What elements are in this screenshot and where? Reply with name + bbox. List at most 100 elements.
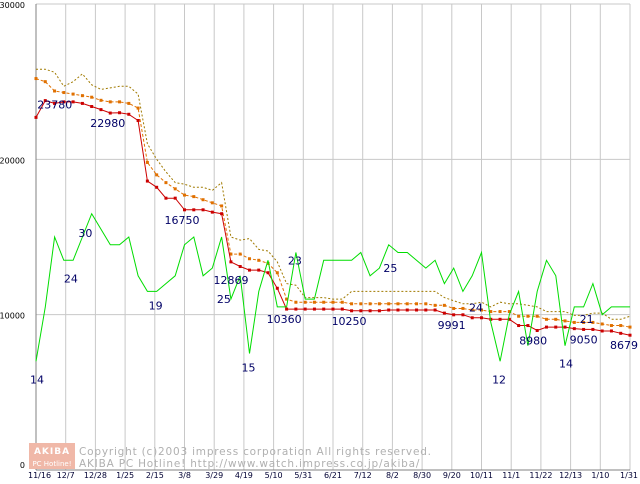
- min-price-point: [294, 307, 298, 311]
- data-label: 12869: [213, 274, 248, 287]
- average-price-point: [71, 92, 75, 96]
- data-label: 9050: [570, 333, 598, 346]
- average-price-point: [90, 95, 94, 99]
- average-price-point: [164, 181, 168, 185]
- average-price-point: [220, 204, 224, 208]
- data-label: 21: [580, 313, 594, 326]
- average-price-point: [442, 303, 446, 307]
- x-tick-label: 4/19: [235, 471, 253, 480]
- data-label: 23: [288, 255, 302, 268]
- min-price-point: [62, 100, 66, 104]
- akiba-badge-logo: AKIBA PC Hotline!: [29, 443, 75, 469]
- min-price-point: [312, 307, 316, 311]
- min-price-point: [619, 331, 623, 335]
- min-price-point: [266, 271, 270, 275]
- average-price-point: [53, 89, 57, 93]
- average-price-point: [535, 314, 539, 318]
- data-labels: 23780 22980 16750 12869 10360 10250 9991 8980 90…: [30, 99, 638, 387]
- average-price-point: [322, 300, 326, 304]
- average-price-point: [80, 94, 84, 98]
- min-price-point: [192, 208, 196, 212]
- min-price-point: [285, 307, 289, 311]
- data-label: 15: [241, 362, 255, 375]
- min-price-point: [53, 101, 57, 105]
- x-tick-label: 12/7: [57, 471, 75, 480]
- data-label: 24: [469, 301, 483, 314]
- min-price-point: [71, 100, 75, 104]
- min-price-point: [247, 268, 251, 272]
- min-price-point: [368, 309, 372, 313]
- min-price-point: [526, 324, 530, 328]
- average-price-point: [350, 302, 354, 306]
- x-tick-label: 3/29: [205, 471, 223, 480]
- average-price-point: [34, 77, 38, 81]
- min-price-point: [461, 313, 465, 317]
- data-label: 10250: [332, 315, 367, 328]
- average-price-point: [582, 320, 586, 324]
- min-price-point: [377, 309, 381, 313]
- min-price-point: [136, 119, 140, 122]
- min-price-point: [340, 307, 344, 311]
- x-tick-label: 8/2: [386, 471, 399, 480]
- y-axis-ticks: 0 10000 20000 30000: [0, 1, 25, 470]
- min-price-point: [229, 260, 233, 264]
- average-price-point: [452, 306, 456, 310]
- x-tick-label: 5/10: [265, 471, 283, 480]
- min-price-point: [331, 307, 335, 311]
- average-price-point: [480, 308, 483, 312]
- average-price-point: [544, 317, 548, 321]
- average-price-point: [229, 252, 233, 256]
- average-price-point: [563, 319, 567, 323]
- min-price-point: [183, 208, 186, 212]
- y-tick-label: 20000: [0, 156, 25, 165]
- min-price-point: [563, 325, 567, 329]
- min-price-point: [34, 115, 38, 119]
- min-price-point: [433, 308, 437, 312]
- average-price-point: [238, 252, 242, 256]
- average-price-point: [247, 257, 251, 261]
- data-label: 23780: [37, 99, 72, 112]
- average-price-point: [183, 193, 186, 197]
- data-label: 14: [559, 358, 573, 371]
- min-price-point: [609, 329, 613, 333]
- average-price-point: [405, 302, 409, 306]
- y-tick-label: 10000: [0, 312, 25, 321]
- average-price-point: [173, 187, 177, 191]
- average-price-point: [99, 98, 103, 102]
- x-tick-label: 6/21: [324, 471, 342, 480]
- average-price-point: [619, 324, 623, 328]
- average-price-point: [108, 100, 112, 104]
- min-price-point: [507, 317, 511, 321]
- min-price-point: [554, 325, 558, 329]
- average-price-point: [470, 308, 474, 312]
- average-price-point: [498, 310, 502, 314]
- min-price-point: [480, 316, 483, 320]
- x-tick-label: 5/31: [294, 471, 312, 480]
- x-tick-label: 1/10: [591, 471, 609, 480]
- min-price-point: [238, 265, 242, 269]
- min-price-point: [145, 179, 149, 183]
- average-price-point: [600, 322, 604, 326]
- average-price-point: [210, 201, 214, 205]
- x-tick-label: 3/8: [178, 471, 191, 480]
- x-tick-label: 2/15: [146, 471, 164, 480]
- min-price-point: [118, 111, 122, 115]
- data-label: 16750: [165, 214, 200, 227]
- min-price-point: [498, 317, 502, 321]
- site-url-line: AKIBA PC Hotline! http://www.watch.impre…: [79, 458, 420, 470]
- average-price-point: [62, 91, 66, 95]
- average-price-point: [368, 302, 372, 306]
- min-price-point: [582, 327, 586, 331]
- x-tick-label: 11/1: [502, 471, 520, 480]
- average-price-point: [628, 325, 632, 329]
- copyright-line: Copyright (c)2003 impress corporation Al…: [79, 446, 432, 458]
- average-price-point: [145, 160, 149, 164]
- min-price-point: [322, 307, 326, 311]
- stock-count-line: [35, 212, 630, 362]
- min-price-point: [164, 196, 168, 200]
- x-tick-label: 8/30: [413, 471, 431, 480]
- min-price-point: [600, 329, 604, 333]
- average-price-point: [192, 195, 196, 199]
- average-price-point: [415, 302, 419, 306]
